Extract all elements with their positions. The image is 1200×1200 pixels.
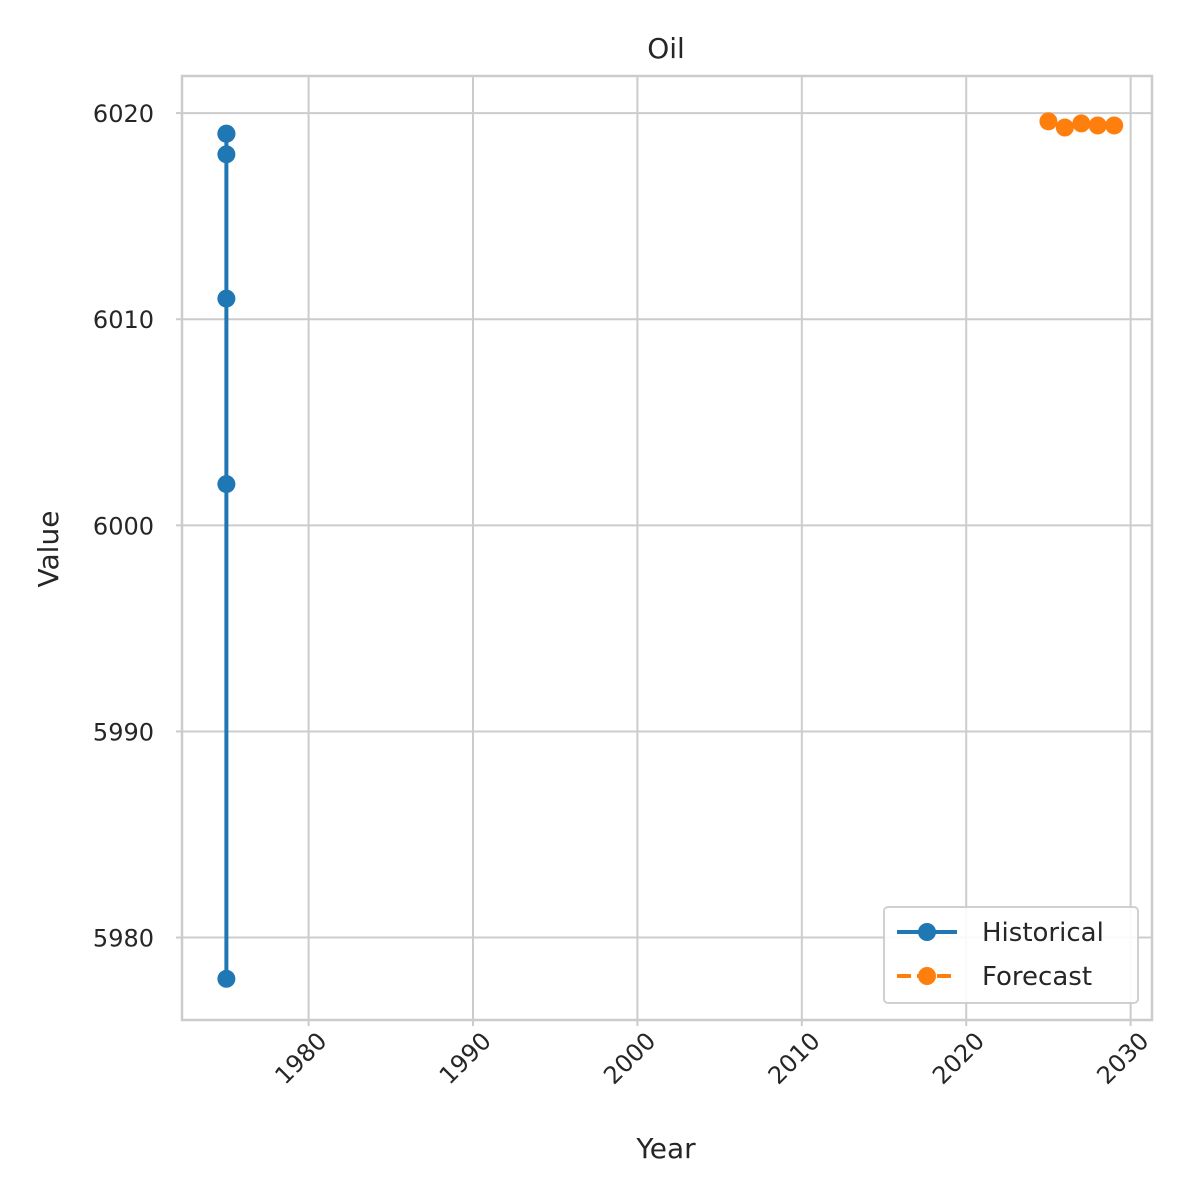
forecast-point-3 <box>1088 116 1107 135</box>
historical-point-2 <box>217 289 236 308</box>
historical-point-3 <box>217 145 236 164</box>
y-tick-label-6000: 6000 <box>93 512 154 540</box>
forecast-point-2 <box>1072 114 1091 133</box>
forecast-point-4 <box>1105 116 1124 135</box>
historical-point-1 <box>217 475 236 494</box>
y-tick-label-6020: 6020 <box>93 100 154 128</box>
plot-frame <box>180 74 1154 1022</box>
y-tick-label-6010: 6010 <box>93 306 154 334</box>
historical-point-5 <box>217 124 236 143</box>
historical-point-0 <box>217 969 236 988</box>
y-tick-label-5980: 5980 <box>93 925 154 953</box>
legend: Historical Forecast <box>883 906 1139 1004</box>
chart-title: Oil <box>647 32 685 65</box>
legend-historical-label: Historical <box>982 918 1104 948</box>
forecast-point-1 <box>1055 118 1074 137</box>
y-tick-label-5990: 5990 <box>93 718 154 746</box>
legend-historical-marker <box>918 923 936 941</box>
y-axis-label: Value <box>32 511 65 588</box>
series <box>217 112 1124 988</box>
x-axis-label: Year <box>635 1132 696 1165</box>
legend-forecast-label: Forecast <box>982 962 1092 992</box>
grid <box>182 76 1152 1020</box>
forecast-point-0 <box>1039 112 1058 131</box>
legend-forecast-marker <box>918 967 936 985</box>
